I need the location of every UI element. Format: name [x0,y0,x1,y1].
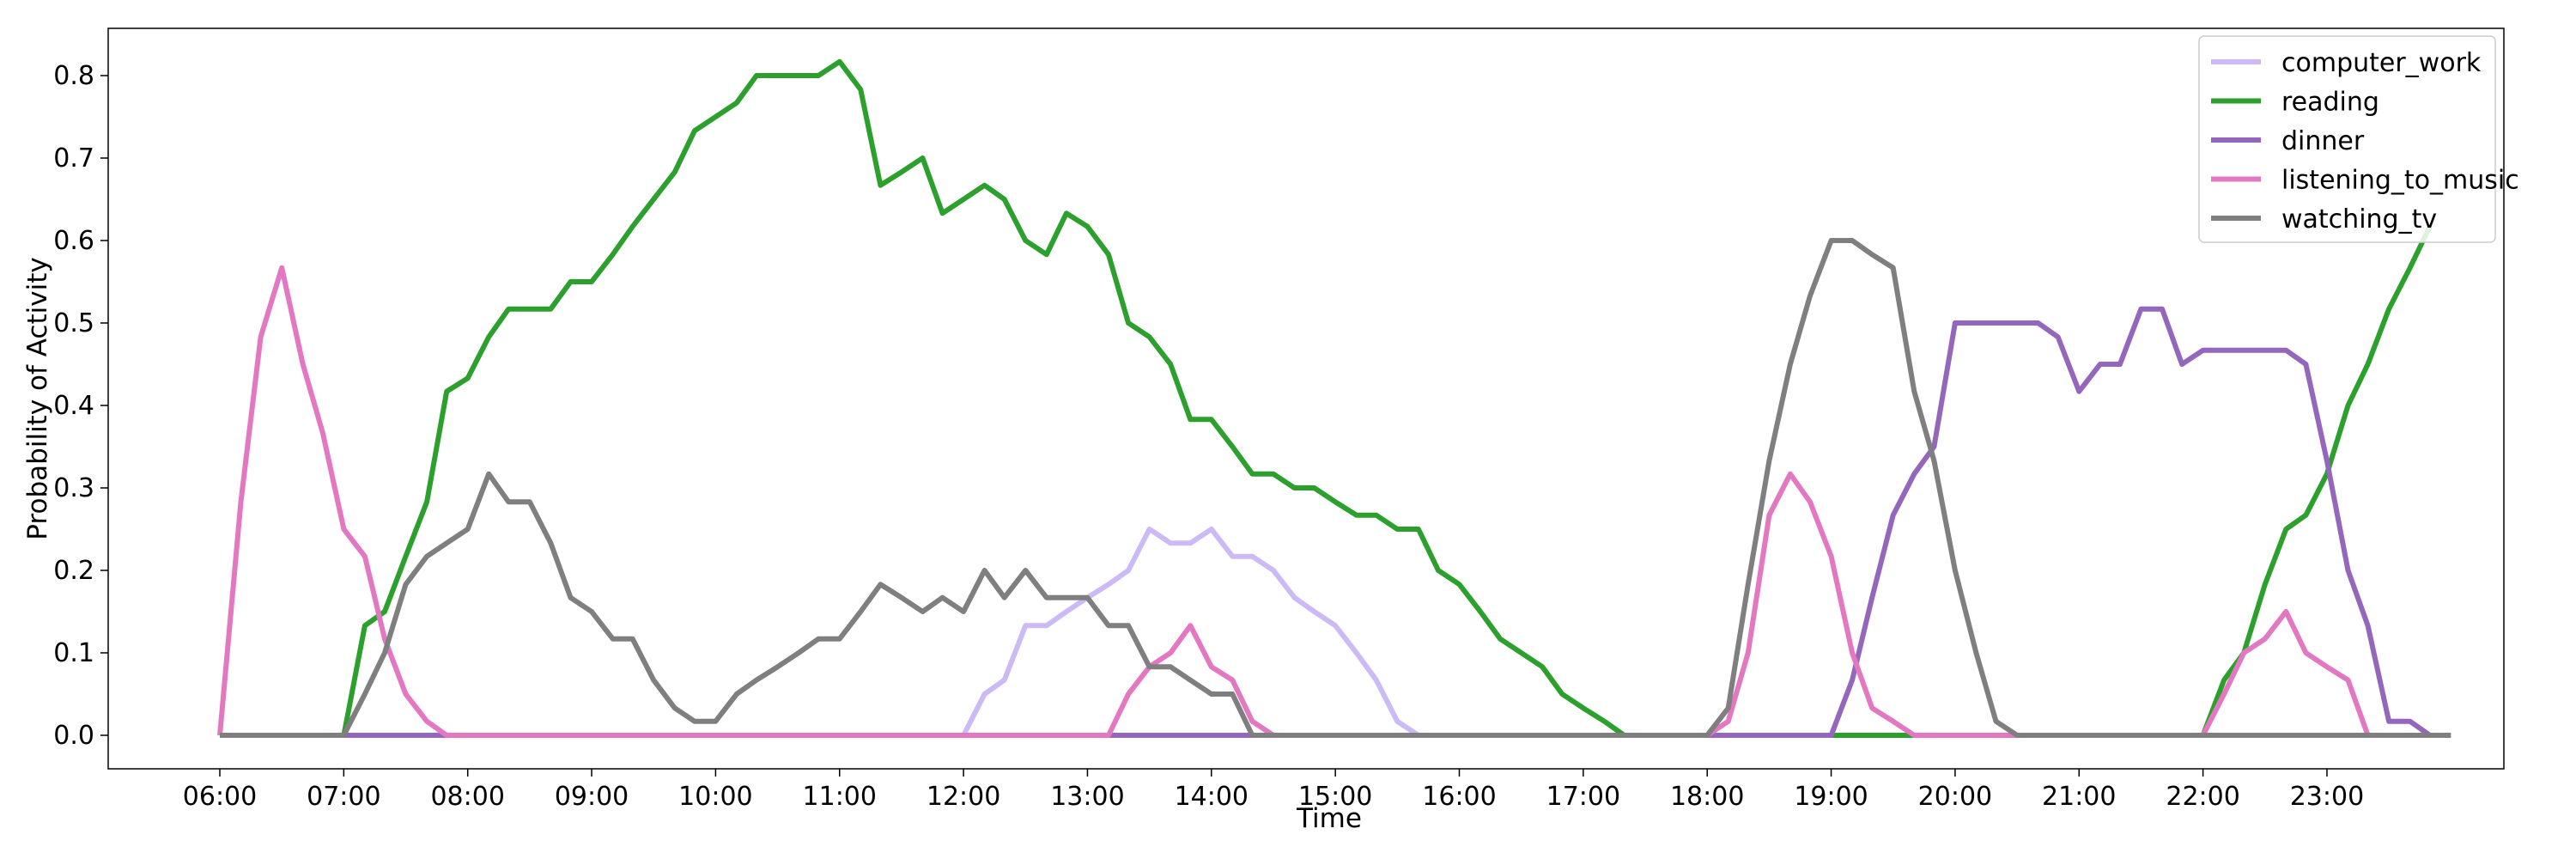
x-tick-label: 21:00 [2042,782,2116,812]
y-tick-label: 0.2 [53,556,94,586]
x-axis-title: Time [1296,803,1362,834]
x-tick-label: 18:00 [1670,782,1744,812]
x-tick-label: 23:00 [2290,782,2364,812]
x-tick-label: 20:00 [1918,782,1992,812]
legend-label[interactable]: listening_to_music [2281,166,2519,196]
tick-marks [100,75,2328,777]
y-axis-title: Probability of Activity [22,257,53,539]
legend-box [2198,35,2496,243]
tick-labels: 06:00 07:00 08:00 09:00 10:00 11:00 12:00 13:00… [53,61,2364,812]
y-tick-label: 0.0 [53,721,94,751]
series-line-reading [220,58,2433,738]
plot-frame [107,27,2505,770]
x-tick-label: 13:00 [1050,782,1124,812]
series-line-dinner [220,306,2432,738]
x-tick-label: 11:00 [803,782,877,812]
legend-label[interactable]: computer_work [2281,48,2482,78]
x-tick-label: 17:00 [1546,782,1620,812]
x-tick-label: 09:00 [555,782,629,812]
x-tick-label: 07:00 [307,782,380,812]
series-lines [217,58,2451,738]
series-line-watching-tv [220,238,2451,738]
x-tick-label: 16:00 [1422,782,1496,812]
y-tick-label: 0.5 [53,308,94,338]
y-tick-label: 0.1 [53,638,94,668]
y-tick-label: 0.3 [53,473,94,503]
y-tick-label: 0.7 [53,143,94,174]
y-tick-label: 0.8 [53,61,94,91]
x-tick-label: 10:00 [678,782,752,812]
x-tick-label: 22:00 [2166,782,2239,812]
legend-label[interactable]: reading [2281,88,2379,118]
y-tick-label: 0.4 [53,391,94,421]
x-tick-label: 12:00 [927,782,1000,812]
legend-label[interactable]: dinner [2281,126,2365,156]
x-tick-label: 14:00 [1175,782,1249,812]
x-tick-label: 08:00 [430,782,504,812]
legend-label[interactable]: watching_tv [2281,204,2437,235]
y-tick-label: 0.6 [53,226,94,256]
x-tick-label: 15:00 [1298,782,1372,812]
x-tick-label: 19:00 [1794,782,1868,812]
x-tick-label: 06:00 [183,782,257,812]
series-line-computer-work [220,527,2451,738]
